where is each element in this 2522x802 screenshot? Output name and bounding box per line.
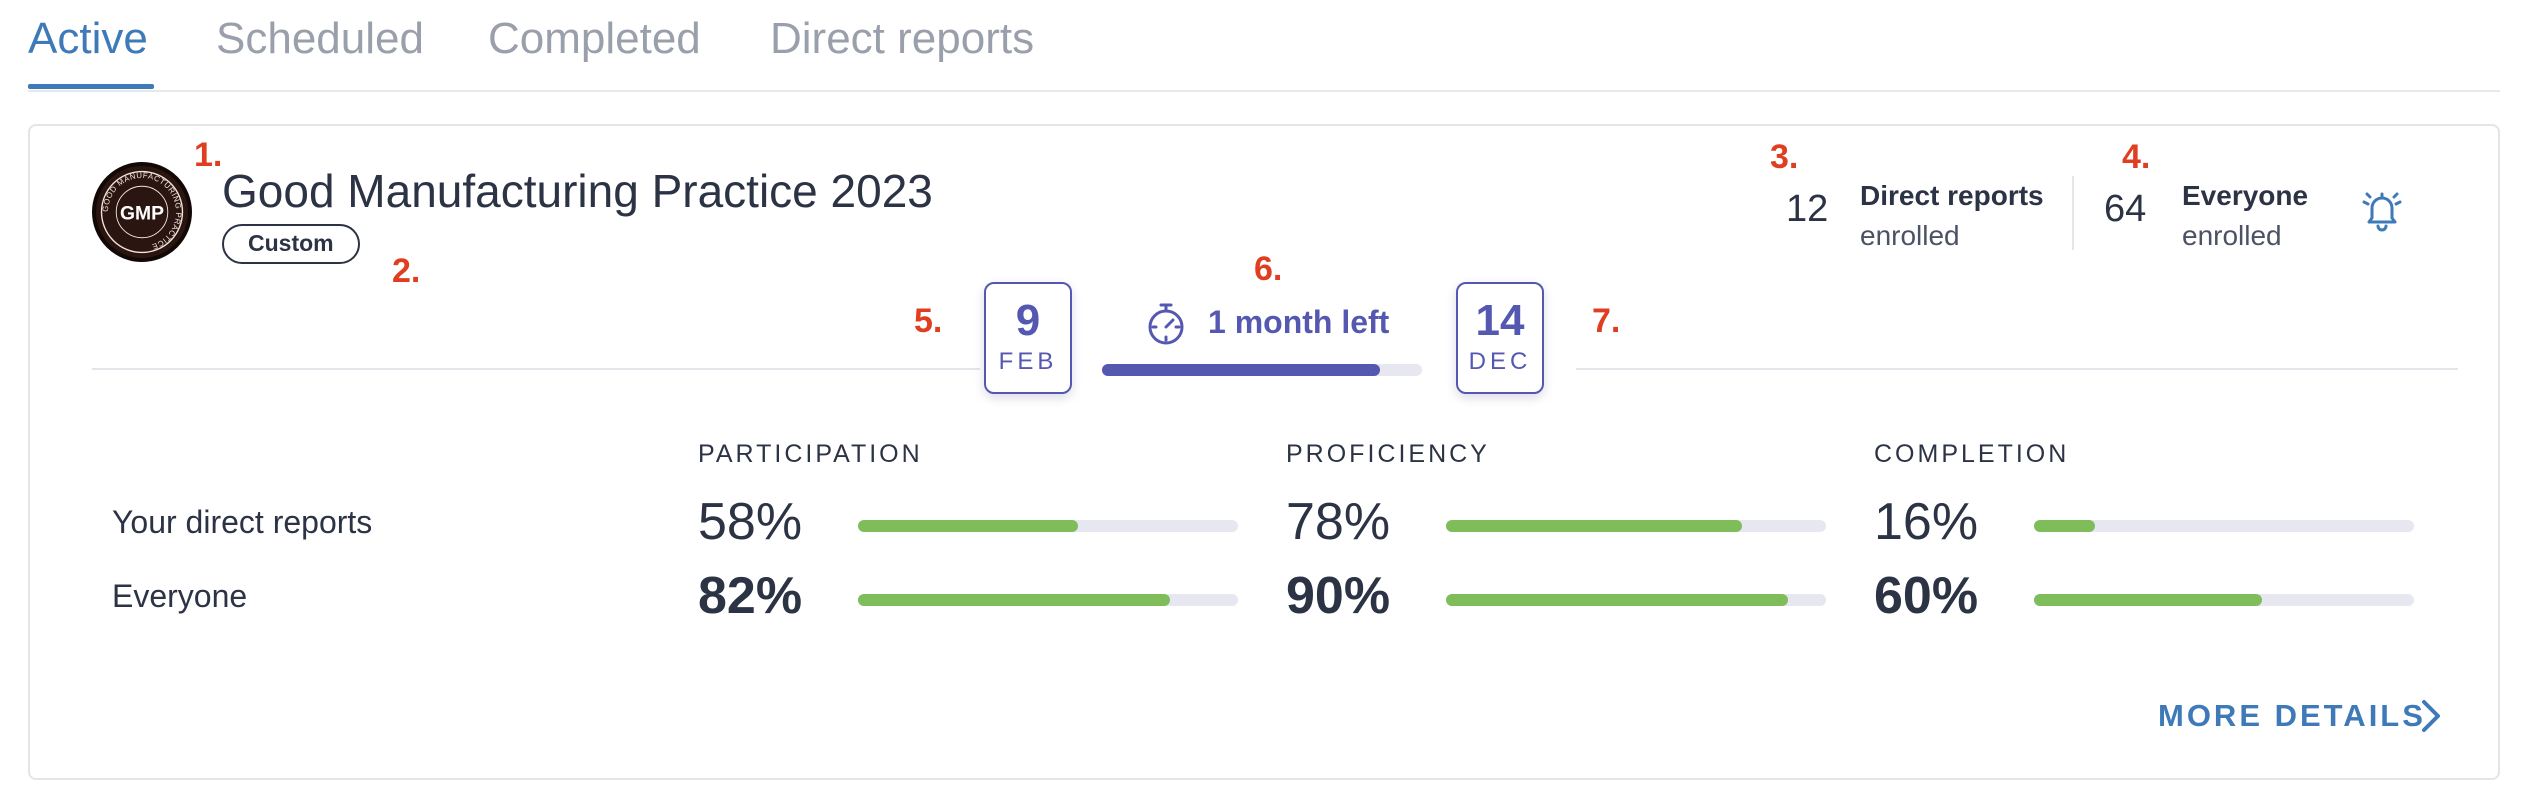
gmp-logo: GOOD MANUFACTURING PRACTICE GMP <box>92 162 192 262</box>
row-label-everyone: Everyone <box>112 578 248 614</box>
proficiency-header: PROFICIENCY <box>1286 440 1490 468</box>
end-day: 14 <box>1475 296 1525 345</box>
participation-header: PARTICIPATION <box>698 440 923 468</box>
course-card: GOOD MANUFACTURING PRACTICE GMP 1. Good … <box>28 124 2500 780</box>
everyone-proficiency-bar <box>1446 594 1826 606</box>
start-day: 9 <box>1015 296 1041 345</box>
timeline-line-left <box>92 368 980 370</box>
direct-reports-enrolled: Direct reports enrolled <box>1860 176 2044 256</box>
direct-reports-participation: 58% <box>698 493 803 551</box>
everyone-enrolled: Everyone enrolled <box>2182 176 2308 256</box>
timeline-line-right <box>1576 368 2458 370</box>
end-month: DEC <box>1468 348 1532 375</box>
enrollment-divider <box>2072 176 2074 250</box>
completion-header: COMPLETION <box>1874 440 2070 468</box>
stopwatch-icon <box>1142 300 1190 348</box>
course-title: Good Manufacturing Practice 2023 <box>222 165 933 217</box>
marker-2: 2. <box>392 252 421 290</box>
row-label-direct-reports: Your direct reports <box>112 504 373 540</box>
marker-4: 4. <box>2122 138 2151 176</box>
marker-3: 3. <box>1770 138 1799 176</box>
bar-fill <box>858 594 1170 606</box>
chevron-right-icon[interactable] <box>2416 694 2446 738</box>
tab-direct-reports[interactable]: Direct reports <box>770 14 1035 63</box>
marker-5: 5. <box>914 302 943 340</box>
active-tab-indicator <box>28 84 154 89</box>
bar-fill <box>1446 520 1743 532</box>
everyone-proficiency: 90% <box>1286 567 1391 625</box>
bar-fill <box>2034 520 2095 532</box>
bar-fill <box>1446 594 1788 606</box>
everyone-sublabel: enrolled <box>2182 220 2282 251</box>
direct-reports-count: 12 <box>1786 188 1829 230</box>
direct-reports-completion: 16% <box>1874 493 1979 551</box>
bell-icon[interactable] <box>2354 182 2410 238</box>
direct-reports-participation-bar <box>858 520 1238 532</box>
everyone-completion-bar <box>2034 594 2414 606</box>
everyone-participation: 82% <box>698 567 803 625</box>
end-date: 14 DEC <box>1456 282 1544 394</box>
svg-text:GMP: GMP <box>120 203 164 224</box>
bar-fill <box>858 520 1079 532</box>
bar-fill <box>2034 594 2262 606</box>
everyone-count: 64 <box>2104 188 2147 230</box>
tab-bar: Active Scheduled Completed Direct report… <box>0 0 2522 92</box>
tab-completed[interactable]: Completed <box>488 14 701 63</box>
tabs-divider <box>28 90 2500 92</box>
start-date: 9 FEB <box>984 282 1072 394</box>
direct-reports-proficiency: 78% <box>1286 493 1391 551</box>
timeline-progress <box>1102 364 1422 376</box>
direct-reports-completion-bar <box>2034 520 2414 532</box>
start-month: FEB <box>998 348 1058 375</box>
everyone-participation-bar <box>858 594 1238 606</box>
marker-1: 1. <box>194 136 223 174</box>
time-left-label: 1 month left <box>1208 304 1390 340</box>
marker-6: 6. <box>1254 250 1283 288</box>
direct-reports-sublabel: enrolled <box>1860 220 1960 251</box>
timeline-progress-fill <box>1102 364 1381 376</box>
custom-badge: Custom <box>222 224 360 264</box>
more-details-link[interactable]: MORE DETAILS <box>2158 698 2426 733</box>
marker-7: 7. <box>1592 302 1621 340</box>
direct-reports-label: Direct reports <box>1860 180 2044 211</box>
tab-active[interactable]: Active <box>28 14 148 63</box>
everyone-completion: 60% <box>1874 567 1979 625</box>
everyone-label: Everyone <box>2182 180 2309 211</box>
direct-reports-proficiency-bar <box>1446 520 1826 532</box>
tab-scheduled[interactable]: Scheduled <box>216 14 424 63</box>
